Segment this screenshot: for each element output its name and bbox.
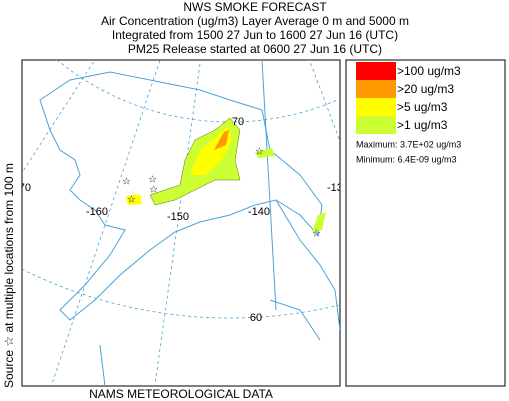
graticule-label: 60 — [250, 312, 262, 324]
title: NWS SMOKE FORECAST — [183, 0, 327, 14]
minimum: Minimum: 6.4E-09 ug/m3 — [356, 154, 457, 164]
svg-text:☆: ☆ — [312, 229, 321, 240]
smoke-plume — [255, 148, 275, 158]
subtitle: Integrated from 1500 27 Jun to 1600 27 J… — [112, 28, 398, 42]
border — [261, 60, 277, 311]
graticule-label: -150 — [167, 211, 189, 223]
coastline — [39, 71, 323, 321]
footer: NAMS METEOROLOGICAL DATA — [89, 387, 273, 401]
legend: >100 ug/m3 >20 ug/m3 >5 ug/m3 >1 ug/m3 — [356, 62, 461, 134]
legend-label: >5 ug/m3 — [397, 100, 448, 114]
svg-text:☆: ☆ — [149, 185, 158, 196]
svg-text:☆: ☆ — [122, 177, 131, 188]
graticule-label: -160 — [86, 206, 108, 218]
graticule-label: -130 — [327, 182, 349, 194]
smoke-plume — [312, 212, 326, 232]
svg-text:☆: ☆ — [127, 195, 136, 206]
legend-swatch — [356, 116, 396, 134]
legend-label: >100 ug/m3 — [397, 64, 461, 78]
maximum: Maximum: 3.7E+02 ug/m3 — [356, 139, 461, 149]
subtitle: Air Concentration (ug/m3) Layer Average … — [101, 14, 409, 28]
map-frame — [21, 59, 341, 387]
smoke-plume — [126, 194, 142, 205]
legend-swatch — [356, 98, 396, 116]
coastline — [99, 199, 340, 386]
legend-swatch — [356, 62, 396, 80]
graticule-label: -140 — [248, 206, 270, 218]
graticule-label: -170 — [9, 182, 31, 194]
legend-label: >20 ug/m3 — [397, 82, 454, 96]
side-label: Source ☆ at multiple locations from 100 … — [2, 163, 16, 388]
smoke-plume — [214, 130, 229, 150]
sources: ☆ ☆☆ ☆☆☆ — [122, 147, 321, 240]
svg-text:☆: ☆ — [255, 147, 264, 158]
graticule-label: 70 — [232, 116, 244, 128]
legend-label: >1 ug/m3 — [397, 118, 448, 132]
legend-swatch — [356, 80, 396, 98]
subtitle: PM25 Release started at 0600 27 Jun 16 (… — [128, 42, 382, 56]
svg-text:☆: ☆ — [148, 175, 157, 186]
graticule-labels: -170 -160 -150 -140 -130 70 60 — [9, 116, 349, 324]
